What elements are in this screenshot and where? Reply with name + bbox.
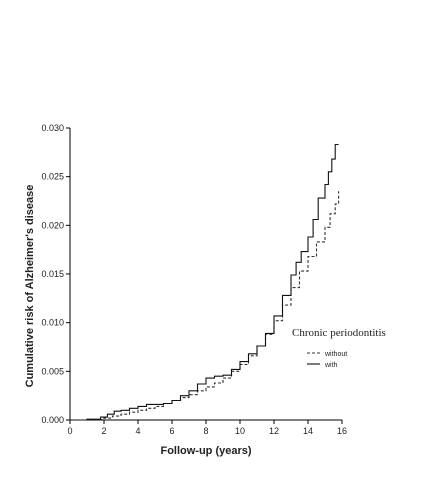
series-line-with (70, 143, 339, 421)
y-tick-label: 0.030 (41, 123, 64, 133)
y-tick-label: 0.010 (41, 318, 64, 328)
y-tick-label: 0.000 (41, 415, 64, 425)
legend-title: Chronic periodontitis (292, 327, 386, 339)
x-tick-label: 14 (303, 426, 313, 436)
x-tick-label: 12 (269, 426, 279, 436)
series-layer (70, 143, 340, 421)
legend: Chronic periodontitis without with (292, 327, 386, 369)
y-tick-label: 0.025 (41, 172, 64, 182)
x-tick-label: 8 (203, 426, 208, 436)
series-line-without (70, 191, 340, 421)
y-tick-label: 0.005 (41, 366, 64, 376)
legend-label-without: without (324, 351, 347, 358)
y-tick-label: 0.015 (41, 269, 64, 279)
axes-layer: 0.000 0.005 0.010 0.015 0.020 0.025 0.030 0 2 4 6 8… (24, 123, 347, 457)
x-tick-label: 2 (101, 426, 106, 436)
x-axis-title: Follow-up (years) (160, 445, 251, 457)
x-tick-label: 10 (235, 426, 245, 436)
x-tick-label: 16 (337, 426, 347, 436)
x-tick-label: 0 (67, 426, 72, 436)
x-tick-label: 6 (169, 426, 174, 436)
legend-label-with: with (324, 362, 338, 369)
y-axis-title: Cumulative risk of Alzheimer's disease (24, 185, 36, 388)
y-tick-label: 0.020 (41, 220, 64, 230)
x-tick-label: 4 (135, 426, 140, 436)
